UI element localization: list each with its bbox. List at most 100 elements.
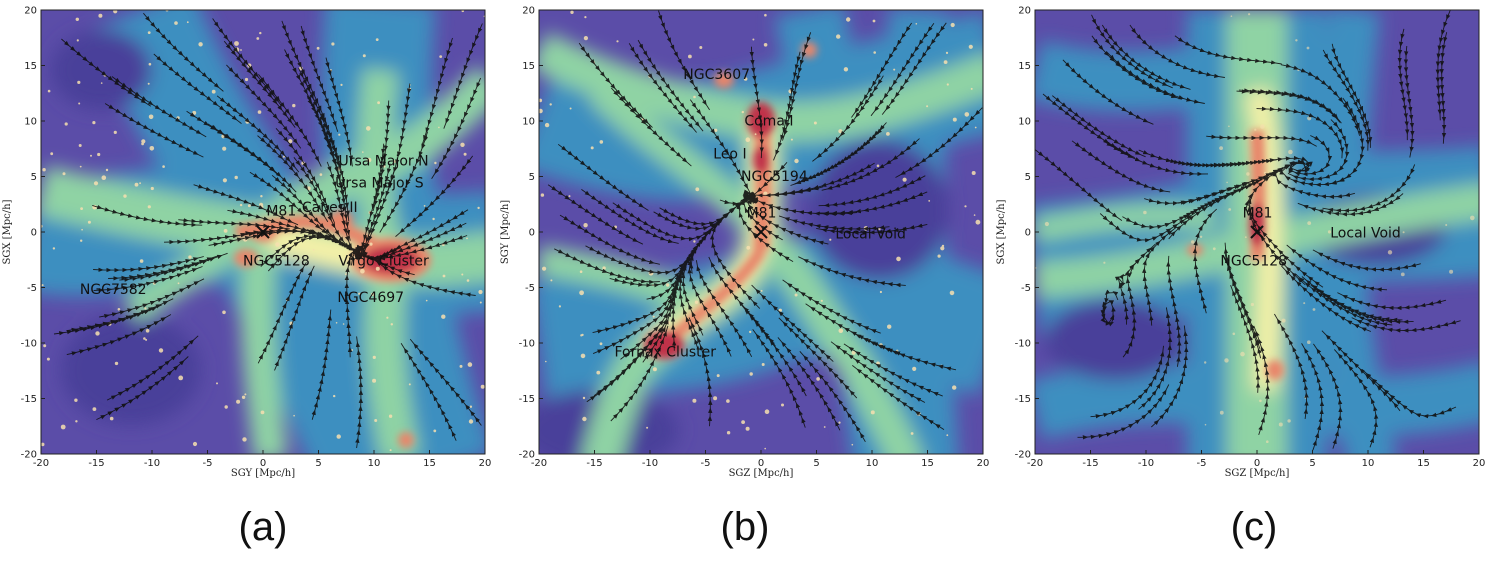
point-source: [439, 55, 443, 58]
x-tick-label: 5: [1309, 458, 1315, 469]
point-source: [790, 138, 793, 141]
point-source: [222, 310, 226, 315]
streamline: [1361, 368, 1457, 419]
point-source: [224, 405, 228, 409]
streamline: [66, 314, 172, 356]
panel-c: M81 Local Void NGC5128 -20 -15 -10 -5 0 5 10 15 20…: [996, 6, 1486, 550]
point-source: [713, 396, 718, 401]
streamline: [1313, 343, 1343, 449]
point-source: [952, 117, 957, 122]
annotation-label: NGC5194: [741, 169, 808, 185]
point-source: [580, 353, 586, 359]
x-tick-label: 0: [260, 458, 266, 469]
streamline: [1253, 325, 1270, 436]
streamline: [257, 262, 307, 364]
point-source: [109, 416, 114, 421]
point-source: [745, 137, 751, 142]
point-source: [366, 126, 371, 131]
point-source: [1044, 221, 1049, 227]
x-tick-label: 20: [977, 458, 990, 469]
point-source: [1307, 221, 1312, 226]
point-source: [75, 420, 78, 423]
point-source: [602, 266, 606, 270]
point-source: [582, 416, 587, 422]
point-source: [1306, 46, 1310, 50]
point-source: [838, 129, 843, 134]
point-source: [162, 165, 165, 168]
streamline: [178, 218, 290, 230]
point-source: [234, 175, 238, 180]
streamline: [421, 37, 453, 146]
point-source: [274, 149, 277, 151]
point-source: [579, 290, 584, 296]
point-source: [873, 51, 876, 54]
point-source: [80, 239, 83, 242]
point-source: [340, 83, 343, 86]
annotation-label: Canes II: [302, 200, 358, 216]
point-source: [176, 116, 180, 120]
point-source: [372, 378, 377, 383]
point-source: [1248, 13, 1251, 16]
point-source: [1224, 358, 1229, 363]
x-tick-label: 20: [1473, 458, 1486, 469]
y-tick-label: -5: [27, 283, 37, 294]
marker-x: [754, 225, 768, 239]
y-tick-label: -20: [519, 450, 535, 461]
point-source: [1312, 308, 1316, 311]
annotation-label: M81: [747, 206, 777, 222]
point-source: [1204, 423, 1207, 426]
streamline: [355, 336, 364, 449]
point-source: [749, 330, 752, 334]
panel-c-annotations: M81 Local Void NGC5128: [1220, 206, 1400, 270]
point-source: [42, 168, 46, 172]
point-source: [77, 80, 81, 84]
streamline: [610, 325, 669, 422]
panel-a-y-axis-label: SGX [Mpc/h]: [2, 199, 13, 264]
point-source: [829, 238, 832, 241]
point-source: [390, 323, 393, 326]
streamline: [1331, 43, 1373, 148]
point-source: [764, 409, 770, 415]
streamline: [850, 331, 957, 371]
point-source: [970, 87, 973, 90]
point-source: [174, 21, 178, 25]
y-tick-label: 15: [522, 61, 535, 72]
point-source: [945, 51, 949, 55]
point-source: [1259, 399, 1262, 403]
point-source: [312, 249, 315, 251]
streamline: [1274, 313, 1309, 419]
point-source: [139, 259, 144, 263]
panel-b-caption: (b): [721, 505, 770, 549]
y-tick-label: -10: [1015, 339, 1031, 350]
streamline: [1166, 255, 1182, 367]
y-tick-label: 5: [31, 172, 37, 183]
point-source: [1250, 302, 1254, 307]
point-source: [478, 289, 483, 295]
point-source: [1228, 125, 1230, 128]
point-source: [282, 155, 285, 158]
point-source: [117, 308, 121, 311]
x-tick-label: 0: [758, 458, 764, 469]
panel-c-x-axis-label: SGZ [Mpc/h]: [1225, 468, 1290, 479]
panel-c-field: M81 Local Void NGC5128: [1035, 10, 1479, 454]
point-source: [389, 449, 392, 452]
x-tick-label: 15: [921, 458, 934, 469]
point-source: [876, 164, 880, 168]
point-source: [62, 172, 66, 176]
point-source: [1278, 422, 1283, 427]
point-source: [41, 284, 44, 287]
point-source: [244, 393, 247, 396]
point-source: [583, 36, 588, 41]
x-tick-label: -20: [1027, 458, 1043, 469]
point-source: [816, 377, 820, 381]
point-source: [1219, 146, 1223, 151]
point-source: [544, 122, 550, 128]
point-source: [192, 441, 198, 447]
point-source: [851, 443, 854, 446]
annotation-label: NGC3607: [683, 67, 750, 83]
y-tick-label: 5: [1025, 172, 1031, 183]
point-source: [1402, 231, 1405, 234]
point-source: [949, 290, 955, 296]
streamline: [260, 233, 360, 267]
streamline: [61, 38, 152, 107]
